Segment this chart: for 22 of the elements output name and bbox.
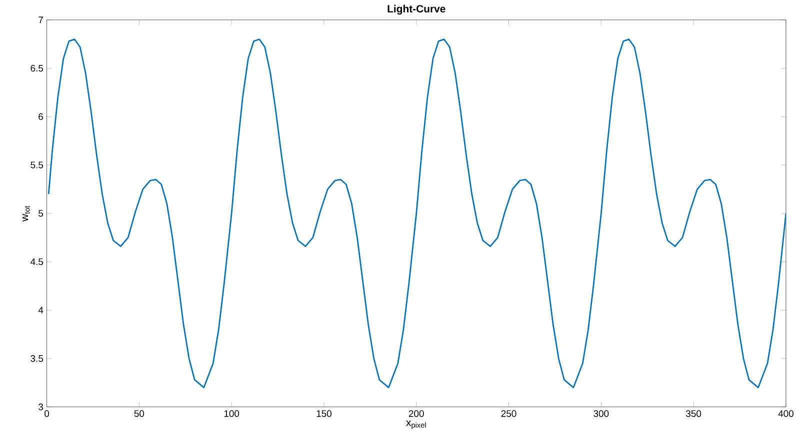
- x-tick-label: 150: [316, 410, 332, 418]
- y-tick-label: 6.5: [30, 65, 44, 72]
- y-tick-label: 3.5: [30, 355, 44, 362]
- y-tick-label: 5: [38, 210, 44, 217]
- x-tick-label: 50: [134, 410, 144, 418]
- y-tick-label: 3: [38, 404, 44, 410]
- y-tick-label: 5.5: [30, 162, 44, 168]
- y-axis-title: w$_{tot}$: [22, 206, 30, 222]
- chart-title: Light-Curve: [388, 4, 446, 15]
- y-tick-label: 7: [38, 16, 43, 24]
- x-tick-label: 100: [224, 410, 240, 418]
- x-tick-label: 0: [44, 410, 50, 418]
- x-tick-label: 250: [501, 410, 516, 418]
- y-tick-label: 6: [38, 113, 44, 120]
- x-tick-label: 350: [686, 410, 702, 418]
- y-tick-label: 4: [38, 307, 44, 314]
- y-tick-label: 4.5: [30, 258, 44, 266]
- x-tick-label: 400: [778, 410, 794, 418]
- x-axis-title: x$_{pixel}$: [406, 420, 426, 430]
- x-tick-label: 300: [594, 410, 609, 418]
- line-series: [48, 38, 786, 388]
- x-tick-label: 200: [408, 410, 424, 418]
